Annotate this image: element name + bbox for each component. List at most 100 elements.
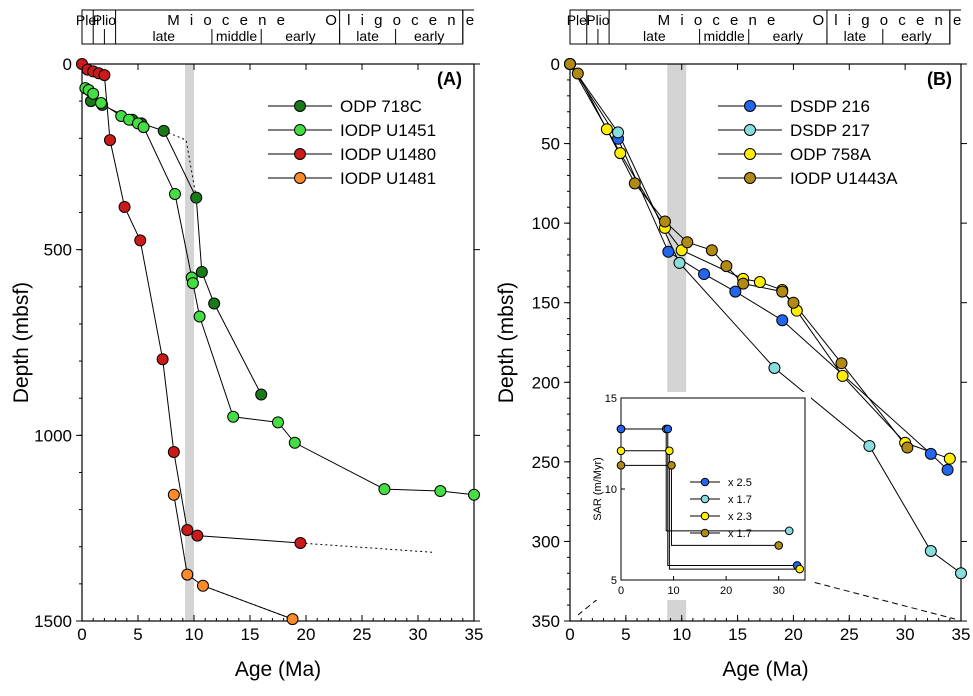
data-point <box>698 268 711 281</box>
data-point <box>943 452 956 465</box>
legend-label: IODP U1443A <box>790 169 898 188</box>
inset-point <box>784 526 794 536</box>
inset-step-line <box>621 450 800 570</box>
epoch-label: Plei <box>76 12 99 28</box>
subepoch-label: early <box>285 28 315 44</box>
y-tick-label: 500 <box>44 241 72 260</box>
inset-x-tick-label: 10 <box>667 585 679 597</box>
inset-point <box>667 461 676 470</box>
subepoch-label: late <box>844 28 867 44</box>
legend-label: IODP U1481 <box>340 169 436 188</box>
data-point <box>673 256 686 269</box>
data-point <box>104 134 116 147</box>
x-tick-label: 30 <box>896 625 915 644</box>
data-point <box>434 485 447 498</box>
data-point <box>98 69 111 82</box>
data-point <box>167 488 180 501</box>
data-point <box>753 276 766 289</box>
data-point <box>208 297 221 310</box>
x-tick-label: 10 <box>185 625 204 644</box>
legend-marker <box>294 100 306 112</box>
inset-legend-marker <box>700 477 710 487</box>
data-point <box>167 446 180 459</box>
panel-0: 0 5 10 15 20 25 30 35 0 500 1000 1500 Age (Ma) Depth … <box>10 9 484 681</box>
data-point <box>901 441 914 454</box>
inset-point <box>616 446 626 456</box>
x-tick-label: 10 <box>672 625 691 644</box>
subepoch-label: late <box>152 28 175 44</box>
inset-legend-label: x 2.3 <box>728 511 752 523</box>
y-tick-label: 50 <box>541 135 560 154</box>
data-point <box>193 310 206 323</box>
inset-legend-marker <box>700 511 710 521</box>
series-line-0 <box>569 63 948 471</box>
legend-marker <box>294 172 306 184</box>
data-point <box>468 488 480 501</box>
subepoch-label: early <box>901 28 931 44</box>
legend-marker <box>744 148 756 160</box>
data-point <box>776 314 789 327</box>
series-dashed-line-2 <box>300 542 433 553</box>
plot-frame <box>81 63 475 622</box>
x-tick-label: 5 <box>133 625 142 644</box>
x-tick-label: 15 <box>728 625 747 644</box>
data-point <box>95 96 108 109</box>
subepoch-label: late <box>356 28 379 44</box>
legend-label: ODP 718C <box>340 97 422 116</box>
inset-legend-label: x 1.7 <box>728 528 752 540</box>
data-point <box>729 285 742 298</box>
data-point <box>87 87 100 100</box>
inset-point <box>774 541 784 550</box>
inset-point <box>616 461 626 470</box>
data-point <box>737 277 750 290</box>
y-tick-label: 1500 <box>34 612 72 631</box>
inset-point <box>663 424 673 434</box>
data-point <box>941 463 954 476</box>
x-tick-label: 30 <box>409 625 428 644</box>
data-point <box>955 567 967 580</box>
inset-x-tick-label: 20 <box>720 585 732 597</box>
data-point <box>195 265 208 278</box>
x-tick-label: 25 <box>840 625 859 644</box>
plot-frame <box>569 63 962 622</box>
epoch-label: Plio <box>586 12 610 28</box>
legend-label: IODP U1480 <box>340 145 436 164</box>
x-tick-label: 0 <box>77 625 86 644</box>
data-point <box>156 353 169 366</box>
data-point <box>196 579 209 592</box>
x-tick-label: 25 <box>353 625 372 644</box>
series-line-3 <box>173 494 293 620</box>
data-point <box>614 147 627 160</box>
legend-marker <box>744 124 756 136</box>
x-tick-label: 35 <box>952 625 971 644</box>
subepoch-label: early <box>414 28 444 44</box>
data-point <box>705 244 718 257</box>
data-point <box>836 369 849 382</box>
subepoch-label: middle <box>704 28 745 44</box>
inset-point <box>665 446 674 456</box>
inset-y-axis-label: SAR (m/Myr) <box>592 457 604 521</box>
data-point <box>181 524 194 537</box>
data-point <box>628 177 641 190</box>
x-tick-label: 5 <box>621 625 630 644</box>
x-tick-label: 35 <box>465 625 484 644</box>
x-tick-label: 20 <box>297 625 316 644</box>
data-point <box>190 191 203 204</box>
subepoch-label: middle <box>216 28 257 44</box>
legend-marker <box>294 124 306 136</box>
legend-label: IODP U1451 <box>340 121 436 140</box>
y-tick-label: 350 <box>532 612 560 631</box>
panel-label: (B) <box>927 69 952 89</box>
subepoch-label: late <box>643 28 666 44</box>
subepoch-label: early <box>773 28 803 44</box>
y-tick-label: 200 <box>532 373 560 392</box>
data-point <box>662 245 675 258</box>
data-point <box>227 410 240 423</box>
data-point <box>134 234 147 247</box>
epoch-label: O l i g o c e n e <box>325 12 477 29</box>
legend-marker <box>744 100 756 112</box>
data-point <box>288 436 301 449</box>
data-point <box>191 529 204 542</box>
data-point <box>564 58 576 70</box>
